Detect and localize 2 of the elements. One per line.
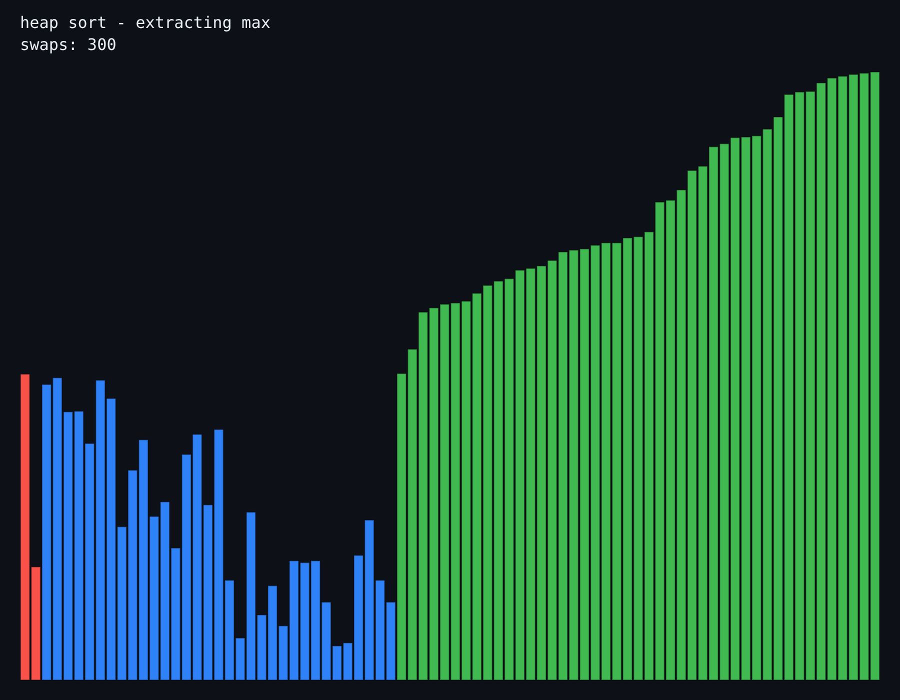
chart-title: heap sort - extracting max xyxy=(20,13,271,32)
chart-subtitle: swaps: 300 xyxy=(20,35,116,54)
